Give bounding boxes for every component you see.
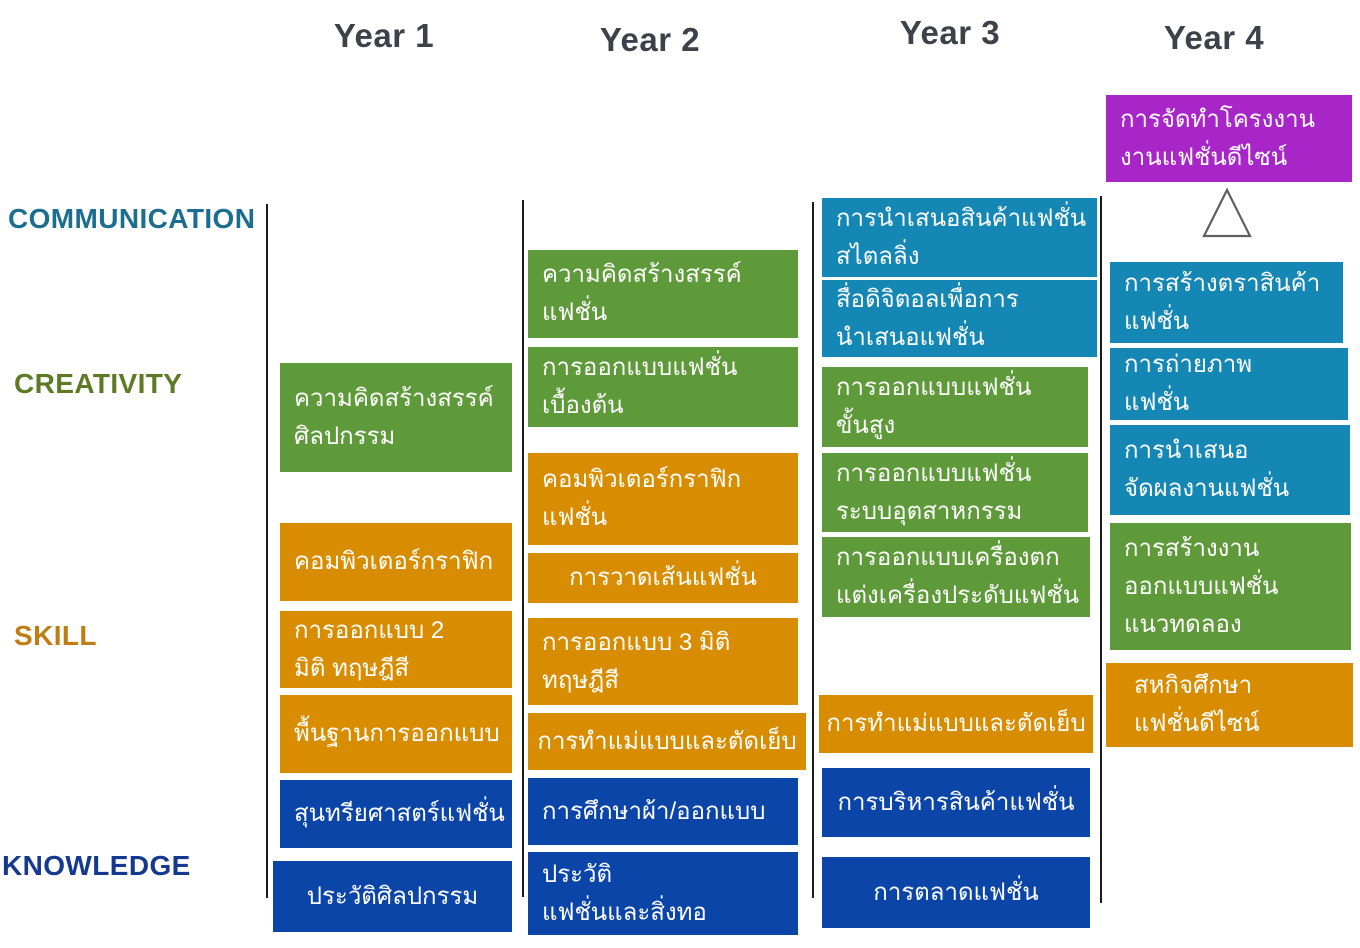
course-box: ประวัติ แฟชั่นและสิ่งทอ (528, 852, 798, 935)
year-1-header: Year 1 (333, 17, 435, 54)
triangle-outline-icon (1202, 187, 1252, 238)
course-box-capstone: การจัดทำโครงงาน งานแฟชั่นดีไซน์ (1106, 95, 1352, 182)
year-2-header: Year 2 (599, 21, 701, 58)
course-box: การสร้างตราสินค้า แฟชั่น (1110, 262, 1343, 343)
row-label-skill: SKILL (14, 620, 97, 651)
course-box: สุนทรียศาสตร์แฟชั่น (280, 780, 512, 848)
course-box: การบริหารสินค้าแฟชั่น (822, 768, 1090, 837)
row-label-communication: COMMUNICATION (8, 203, 256, 234)
course-box: การออกแบบแฟชั่น ขั้นสูง (822, 367, 1088, 447)
course-box: การทำแม่แบบและตัดเย็บ (528, 713, 806, 770)
divider-line-3 (812, 202, 814, 898)
course-box: การนำเสนอสินค้าแฟชั่น สไตลลิ่ง (822, 198, 1097, 277)
course-box: พื้นฐานการออกแบบ (280, 695, 512, 773)
course-box: การวาดเส้นแฟชั่น (528, 553, 798, 603)
row-label-creativity: CREATIVITY (14, 368, 183, 399)
course-box: คอมพิวเตอร์กราฟิก แฟชั่น (528, 453, 798, 545)
year-3-header: Year 3 (899, 14, 1001, 51)
course-box: คอมพิวเตอร์กราฟิก (280, 523, 512, 601)
course-box: สื่อดิจิตอลเพื่อการ นำเสนอแฟชั่น (822, 280, 1097, 357)
course-box: การออกแบบแฟชั่น ระบบอุตสาหกรรม (822, 453, 1088, 532)
row-label-knowledge: KNOWLEDGE (2, 850, 191, 881)
course-box: การออกแบบ 3 มิติ ทฤษฎีสี (528, 618, 798, 705)
divider-line-4 (1100, 196, 1102, 903)
course-box: ความคิดสร้างสรรค์ ศิลปกรรม (280, 363, 512, 472)
course-box: ประวัติศิลปกรรม (273, 861, 512, 932)
course-box: การนำเสนอ จัดผลงานแฟชั่น (1110, 425, 1350, 515)
divider-line-1 (266, 204, 268, 898)
course-box: สหกิจศึกษา แฟชั่นดีไซน์ (1106, 663, 1353, 747)
divider-line-2 (522, 200, 524, 897)
course-box: การศึกษาผ้า/ออกแบบ (528, 778, 798, 845)
course-box: การออกแบบเครื่องตก แต่งเครื่องประดับแฟชั… (822, 537, 1090, 617)
year-4-header: Year 4 (1163, 19, 1265, 56)
course-box: การออกแบบแฟชั่น เบื้องต้น (528, 347, 798, 427)
course-box: ความคิดสร้างสรรค์ แฟชั่น (528, 250, 798, 338)
course-box: การสร้างงาน ออกแบบแฟชั่น แนวทดลอง (1110, 523, 1351, 650)
course-box: การทำแม่แบบและตัดเย็บ (819, 695, 1093, 753)
course-box: การตลาดแฟชั่น (822, 857, 1090, 928)
course-box: การถ่ายภาพ แฟชั่น (1110, 348, 1348, 420)
course-box: การออกแบบ 2 มิติ ทฤษฎีสี (280, 611, 512, 688)
